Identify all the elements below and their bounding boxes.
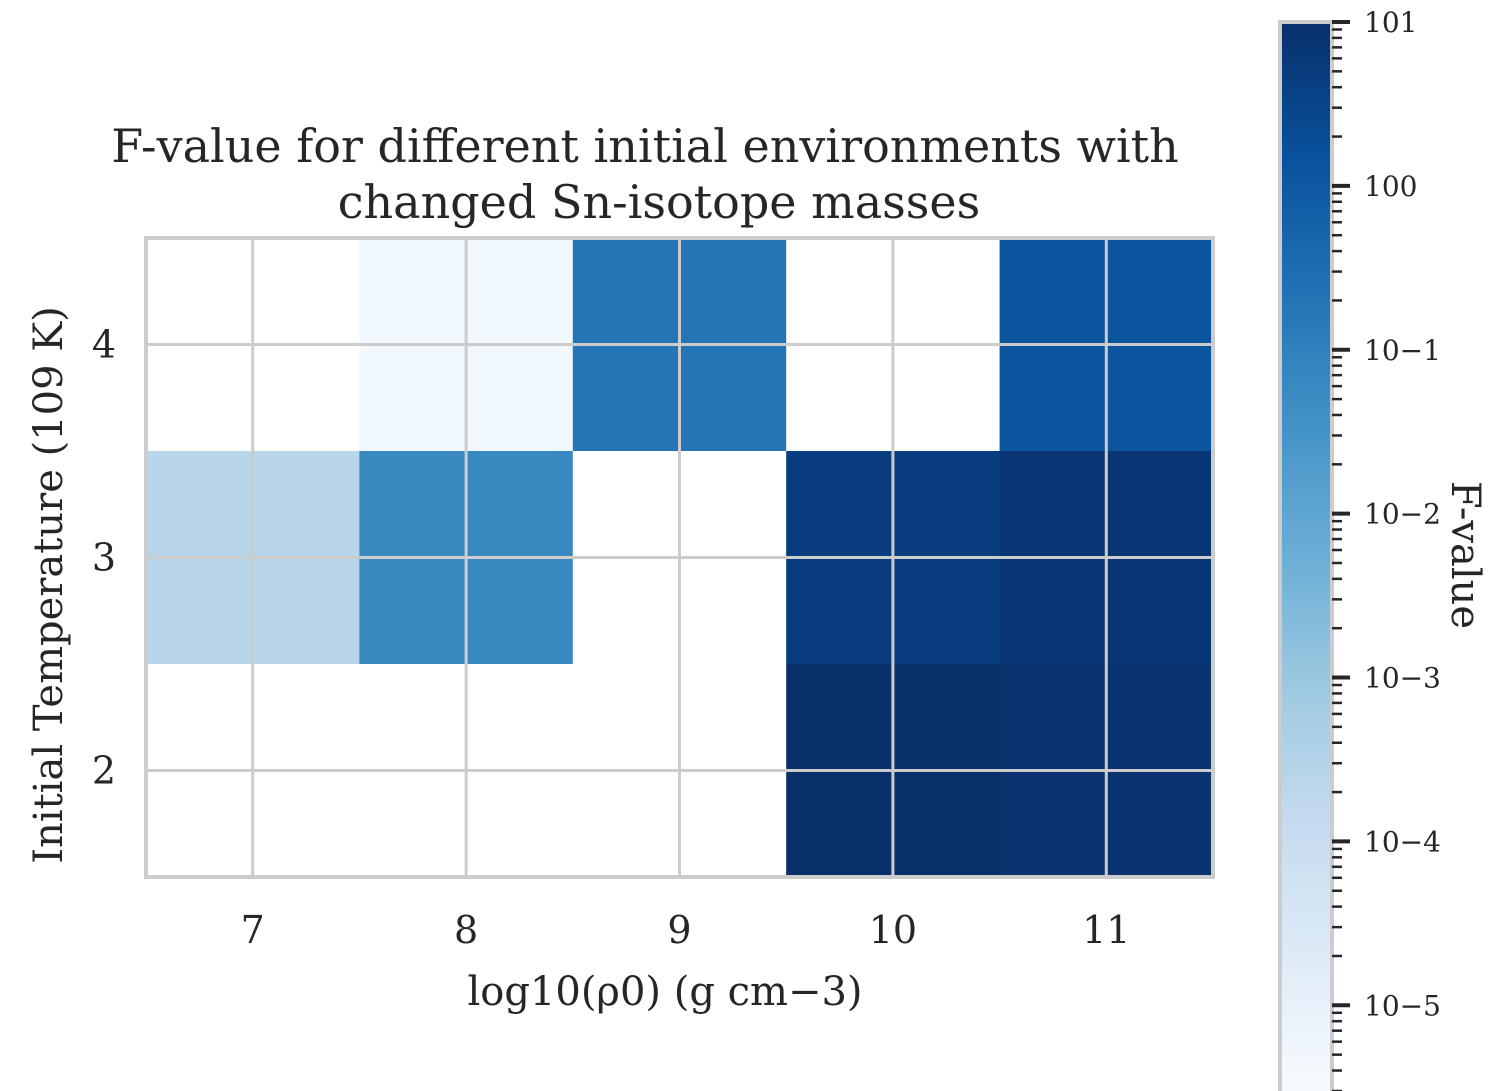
colorbar-label: F-value: [1442, 481, 1488, 629]
heatmap-cell: [359, 344, 467, 452]
heatmap-cell: [999, 238, 1107, 346]
heatmap-cell: [999, 451, 1107, 559]
heatmap-cell: [572, 238, 681, 346]
colorbar-tick-label: 10−4: [1364, 825, 1441, 858]
chart-title-line1: F-value for different initial environmen…: [111, 119, 1179, 173]
heatmap-cell: [572, 664, 681, 772]
y-tick-labels: 4 3 2: [92, 323, 116, 793]
heatmap-cell: [1106, 238, 1214, 346]
heatmap-cell: [892, 557, 1001, 665]
heatmap-cell: [892, 664, 1001, 772]
heatmap-cell: [466, 557, 574, 665]
heatmap-cell: [679, 664, 787, 772]
heatmap-cell: [1106, 770, 1214, 878]
plot-frame: [144, 236, 1215, 879]
x-axis-label: log10(ρ0) (g cm−3): [467, 969, 862, 1015]
heatmap-grid: [146, 238, 1213, 877]
heatmap-cell: [999, 664, 1107, 772]
heatmap-cell: [1106, 451, 1214, 559]
heatmap-cell: [1106, 557, 1214, 665]
heatmap-cell: [786, 451, 894, 559]
heatmap-cell: [466, 451, 574, 559]
colorbar-tick-label: 10−1: [1364, 334, 1441, 367]
heatmap-cell: [252, 770, 360, 878]
heatmap-cell: [892, 344, 1001, 452]
colorbar-tick-label: 101: [1364, 6, 1417, 39]
x-tick-label: 8: [454, 908, 478, 952]
heatmap-cell: [252, 238, 360, 346]
colorbar-tick-label: 10−5: [1364, 989, 1441, 1022]
heatmap-cell: [359, 770, 467, 878]
heatmap-cell: [146, 770, 254, 878]
heatmap-cell: [679, 451, 787, 559]
y-tick-label: 4: [92, 323, 116, 367]
heatmap-cell: [786, 344, 894, 452]
heatmap-cell: [359, 451, 467, 559]
colorbar-ticks: 101 100 10−1 10−2 10−3 10−4 10−5: [1332, 6, 1441, 1091]
x-tick-label: 7: [241, 908, 265, 952]
colorbar-tick-label: 10−3: [1364, 662, 1441, 695]
x-tick-labels: 7 8 9 10 11: [241, 908, 1131, 952]
heatmap-cell: [572, 770, 681, 878]
x-tick-label: 11: [1082, 908, 1130, 952]
heatmap-cell: [466, 238, 574, 346]
heatmap-cell: [146, 451, 254, 559]
heatmap-cell: [1106, 344, 1214, 452]
heatmap-cell: [999, 770, 1107, 878]
heatmap-cell: [1106, 664, 1214, 772]
heatmap-cell: [359, 664, 467, 772]
heatmap-cell: [786, 557, 894, 665]
heatmap-cell: [466, 664, 574, 772]
heatmap-cell: [252, 557, 360, 665]
y-axis-label: Initial Temperature (109 K): [26, 306, 72, 864]
heatmap-cell: [466, 770, 574, 878]
x-tick-label: 9: [667, 908, 691, 952]
colorbar-tick-label: 10−2: [1364, 498, 1441, 531]
heatmap-cells: [146, 238, 1214, 878]
x-tick-label: 10: [869, 908, 917, 952]
heatmap-cell: [572, 344, 681, 452]
heatmap-cell: [786, 238, 894, 346]
heatmap-cell: [999, 344, 1107, 452]
heatmap-cell: [252, 664, 360, 772]
heatmap-cell: [999, 557, 1107, 665]
heatmap-cell: [786, 664, 894, 772]
heatmap-cell: [359, 238, 467, 346]
y-tick-label: 2: [92, 749, 116, 793]
heatmap-cell: [572, 557, 681, 665]
colorbar-tick-label: 100: [1364, 170, 1417, 203]
heatmap-cell: [679, 770, 787, 878]
colorbar: [1280, 22, 1332, 1091]
y-tick-label: 3: [92, 536, 116, 580]
heatmap-cell: [146, 557, 254, 665]
heatmap-cell: [466, 344, 574, 452]
heatmap-cell: [679, 557, 787, 665]
heatmap-cell: [146, 344, 254, 452]
heatmap-cell: [892, 770, 1001, 878]
heatmap-cell: [252, 451, 360, 559]
heatmap-cell: [679, 344, 787, 452]
heatmap-cell: [679, 238, 787, 346]
heatmap-cell: [786, 770, 894, 878]
heatmap-cell: [892, 451, 1001, 559]
heatmap-cell: [359, 557, 467, 665]
chart-title-line2: changed Sn-isotope masses: [338, 175, 980, 229]
heatmap-cell: [892, 238, 1001, 346]
heatmap-cell: [252, 344, 360, 452]
heatmap-cell: [146, 664, 254, 772]
heatmap-cell: [572, 451, 681, 559]
heatmap-cell: [146, 238, 254, 346]
